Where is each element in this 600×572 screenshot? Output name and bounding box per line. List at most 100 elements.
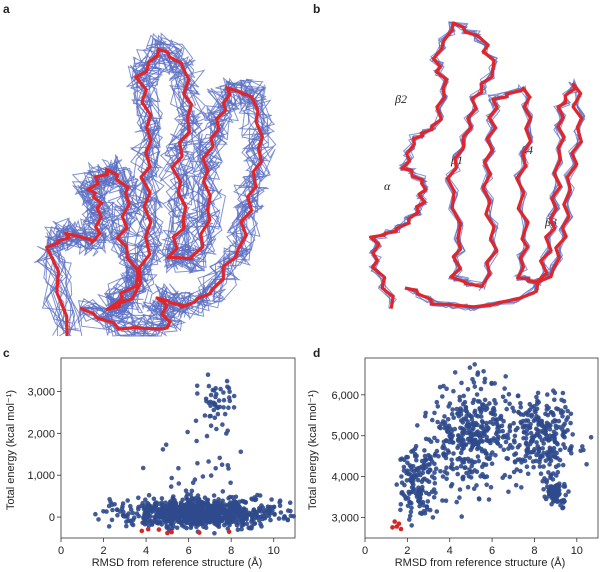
data-point — [216, 497, 221, 502]
data-point — [469, 463, 474, 469]
data-point — [495, 424, 501, 429]
data-point — [220, 505, 225, 511]
data-point — [465, 387, 471, 392]
data-point — [566, 489, 571, 494]
data-point — [398, 457, 403, 462]
data-point — [412, 453, 418, 459]
x-tick-label: 6 — [489, 545, 495, 557]
ensemble-trace — [368, 21, 582, 310]
data-point — [128, 503, 133, 509]
data-point — [540, 446, 545, 451]
data-point — [438, 425, 443, 431]
data-point — [458, 425, 463, 431]
data-point — [447, 433, 452, 439]
data-point — [124, 523, 129, 529]
data-point — [519, 485, 524, 490]
data-point — [529, 439, 535, 444]
data-point — [163, 520, 168, 525]
data-point — [531, 434, 536, 440]
data-point — [176, 481, 182, 486]
data-point — [515, 445, 521, 450]
data-point — [429, 474, 435, 479]
data-point — [488, 419, 493, 425]
data-point — [521, 429, 527, 435]
data-point — [435, 404, 441, 409]
panel-d-label: d — [313, 346, 321, 360]
data-point — [424, 504, 430, 509]
data-point — [176, 513, 181, 518]
data-point — [531, 464, 536, 470]
data-point — [578, 448, 583, 454]
data-point — [251, 516, 257, 522]
data-point — [407, 463, 413, 468]
x-tick-label: 0 — [362, 545, 368, 557]
data-point — [549, 501, 554, 507]
data-point — [152, 514, 158, 520]
data-point — [185, 497, 190, 503]
data-point — [228, 480, 233, 486]
data-point — [206, 383, 212, 389]
data-point — [169, 475, 174, 481]
data-point — [471, 426, 476, 431]
data-point — [215, 523, 221, 528]
data-point — [226, 405, 231, 410]
data-point — [109, 517, 115, 523]
data-point — [194, 509, 200, 515]
data-point — [216, 398, 222, 403]
data-point — [235, 527, 241, 532]
data-point — [553, 431, 559, 436]
data-point — [480, 472, 485, 477]
data-point — [211, 400, 216, 406]
data-point — [543, 411, 548, 417]
data-point — [498, 413, 504, 419]
data-point — [220, 498, 225, 504]
data-point — [440, 419, 446, 424]
data-point — [193, 520, 198, 526]
data-point — [470, 438, 475, 444]
x-tick-label: 4 — [447, 545, 453, 557]
data-point — [207, 517, 213, 523]
data-point — [512, 433, 518, 439]
data-point — [472, 459, 478, 465]
data-point — [472, 408, 478, 414]
data-point — [518, 400, 523, 406]
data-point — [399, 490, 405, 495]
data-point — [157, 519, 162, 525]
data-point — [450, 466, 456, 472]
data-point — [190, 480, 196, 485]
data-point — [444, 438, 449, 444]
data-point — [487, 401, 492, 406]
data-point — [539, 422, 545, 427]
data-point — [547, 445, 553, 451]
data-point — [449, 411, 455, 417]
data-point — [488, 410, 494, 416]
chart-d-ylabel: Total energy (kcal mol⁻¹) — [307, 390, 319, 510]
data-point — [478, 425, 484, 430]
data-point — [507, 425, 512, 430]
data-point — [211, 493, 217, 498]
data-point — [432, 470, 437, 475]
data-point — [525, 412, 531, 418]
x-tick-label: 8 — [228, 545, 234, 557]
data-point — [425, 499, 431, 504]
data-point — [225, 428, 230, 433]
plot-area: 0 2 4 6 8 10 3,000 4,000 5,000 6,000 — [331, 357, 599, 557]
data-point — [233, 517, 239, 522]
data-point — [557, 491, 562, 496]
data-point — [231, 513, 237, 518]
data-point — [522, 424, 527, 429]
data-point — [179, 523, 185, 528]
data-point — [553, 464, 559, 470]
data-point — [243, 510, 248, 515]
best-model-point — [197, 530, 202, 535]
data-point — [562, 481, 567, 487]
data-point — [288, 513, 294, 519]
data-point — [458, 418, 464, 423]
data-point — [511, 469, 517, 475]
data-point — [552, 492, 557, 497]
data-point — [445, 426, 450, 431]
data-point — [442, 446, 447, 451]
data-point — [475, 442, 480, 447]
data-point — [211, 407, 217, 413]
data-point — [415, 423, 420, 428]
